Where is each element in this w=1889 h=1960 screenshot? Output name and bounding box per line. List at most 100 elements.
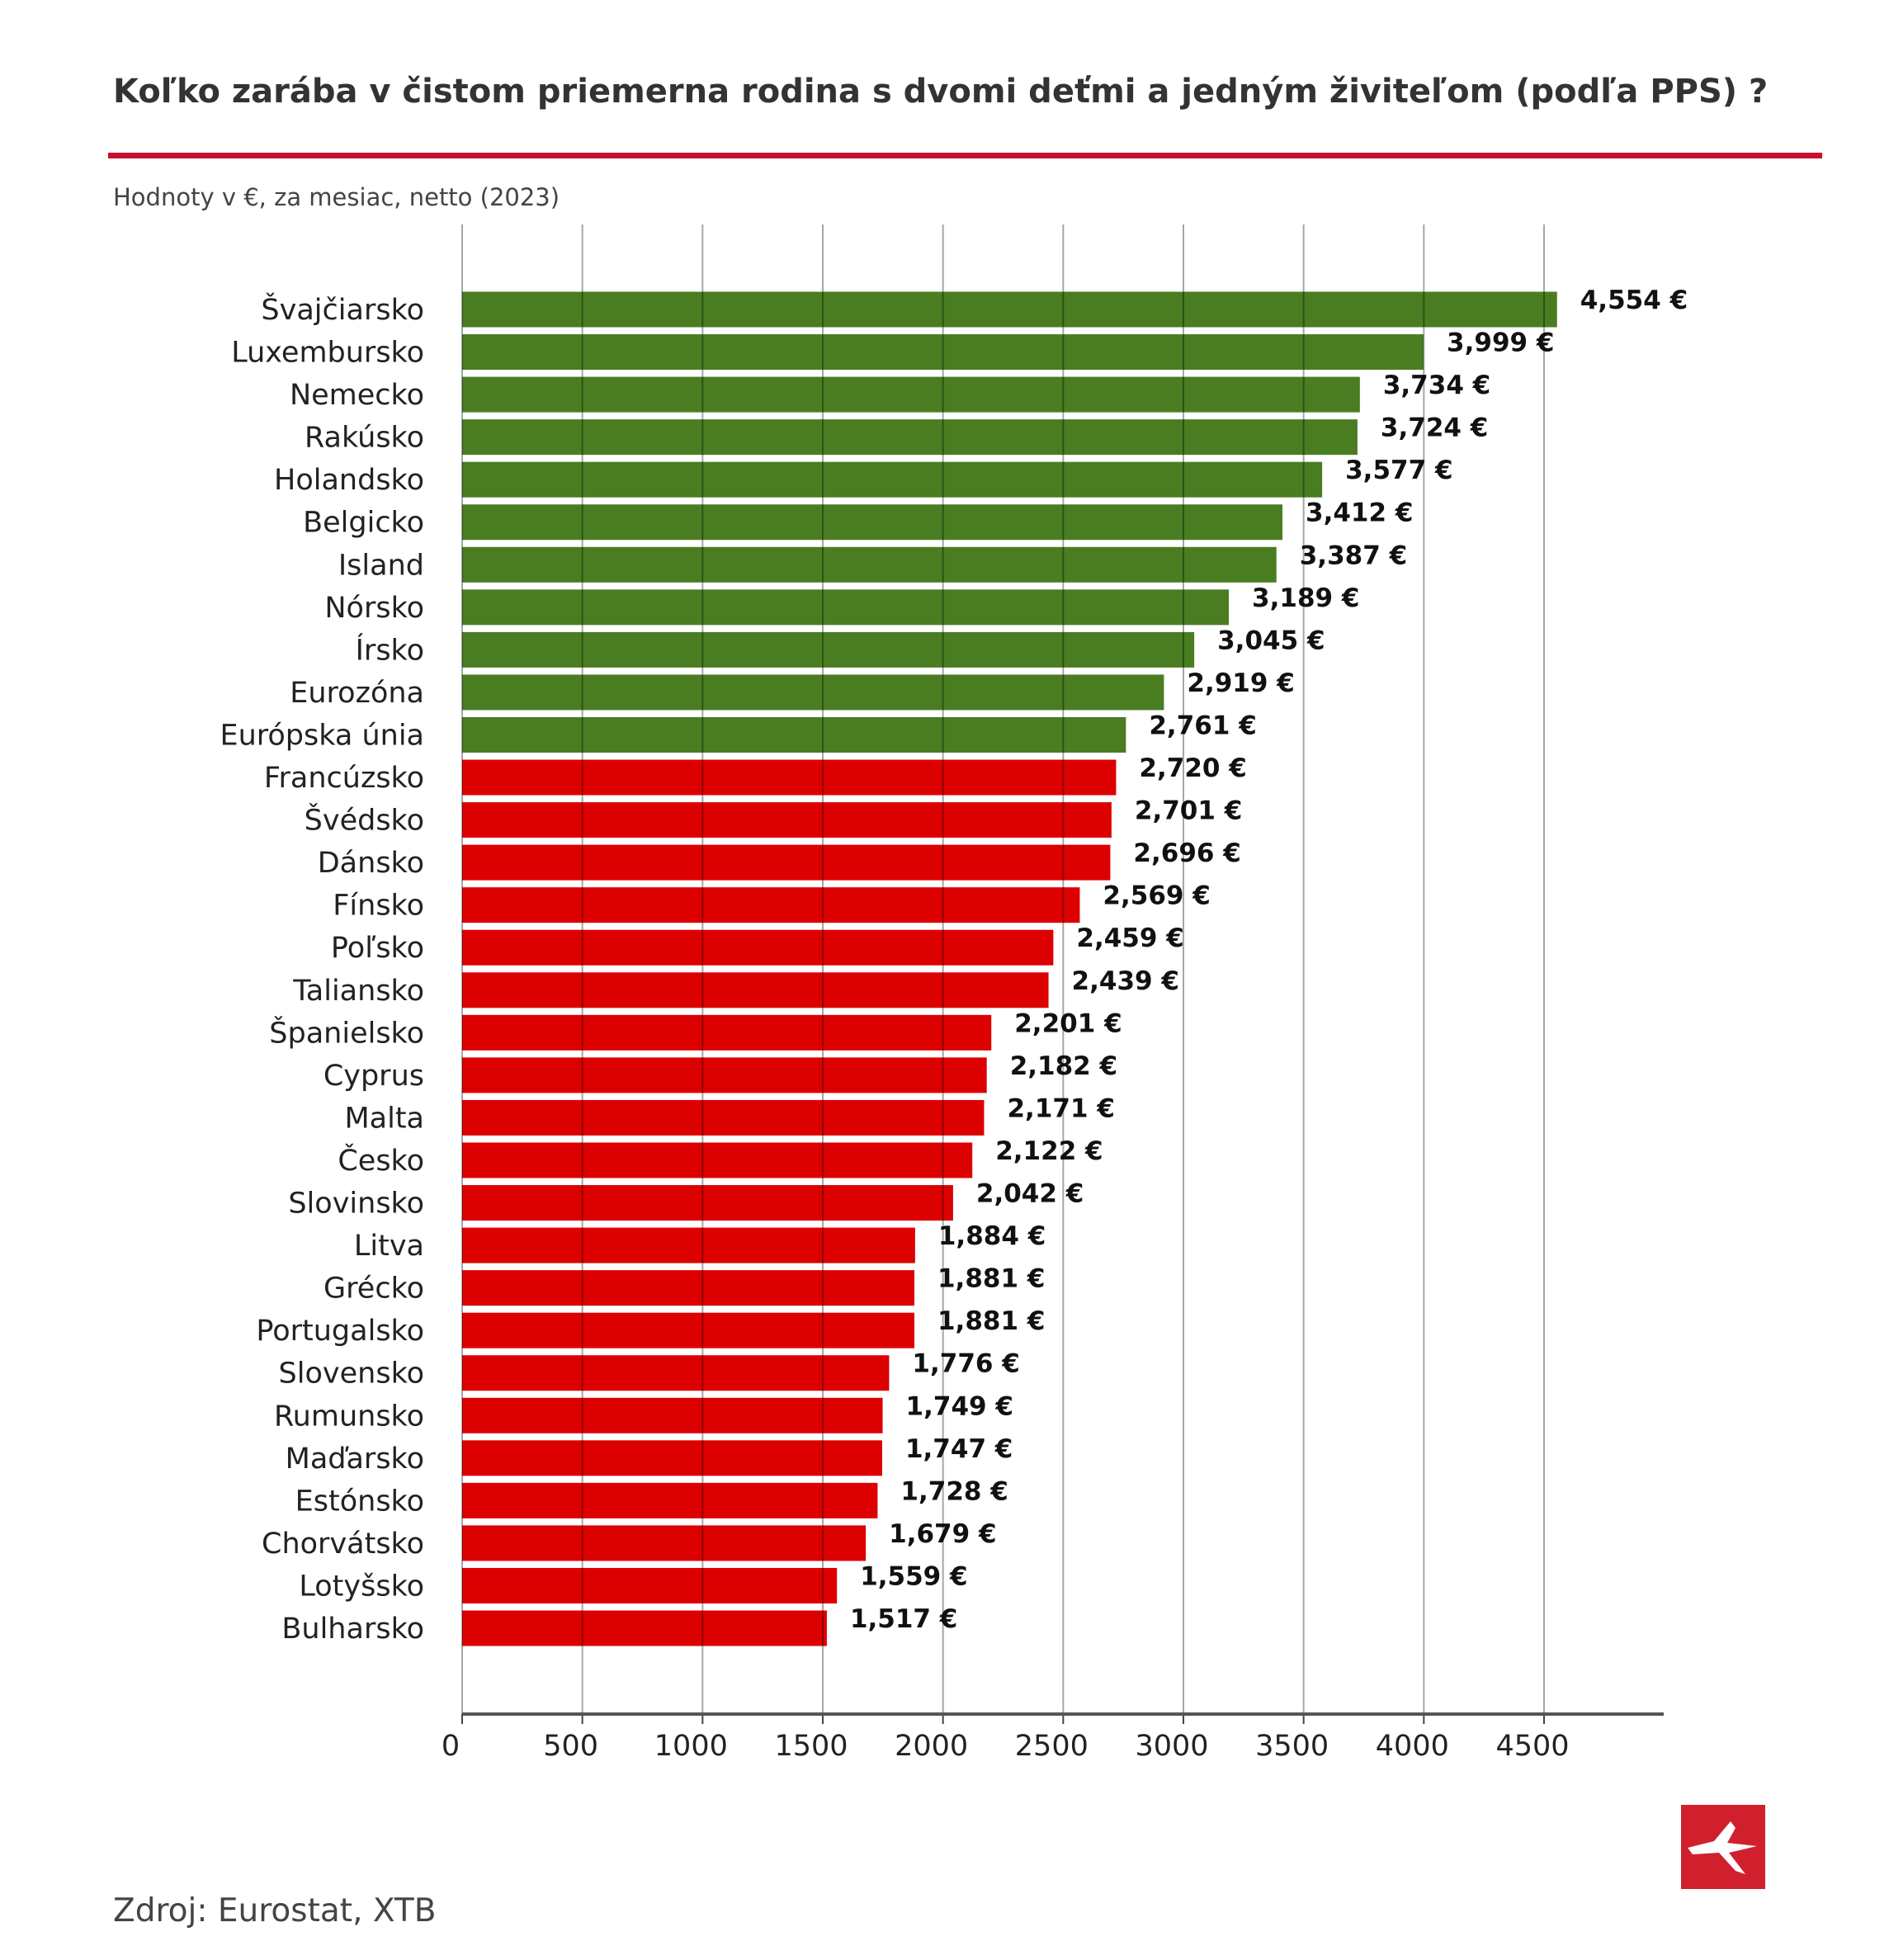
bar <box>462 546 1277 583</box>
bar <box>462 1312 914 1348</box>
value-label: 2,569 € <box>1103 881 1210 911</box>
category-label: Írsko <box>356 632 424 667</box>
bar <box>462 802 1112 838</box>
category-label: Belgicko <box>303 507 424 540</box>
category-label: Nemecko <box>290 379 424 412</box>
value-label: 1,881 € <box>937 1306 1045 1336</box>
value-label: 1,728 € <box>900 1476 1008 1506</box>
x-tick-label: 2500 <box>1015 1730 1089 1763</box>
value-label: 1,749 € <box>906 1391 1013 1421</box>
x-tick-label: 1500 <box>774 1730 848 1763</box>
value-label: 2,919 € <box>1187 668 1294 698</box>
value-label: 2,122 € <box>995 1136 1103 1166</box>
value-label: 1,776 € <box>912 1349 1019 1379</box>
value-label: 3,724 € <box>1381 413 1488 443</box>
value-label: 2,182 € <box>1010 1051 1117 1081</box>
value-label: 1,517 € <box>850 1604 957 1634</box>
category-label: Švajčiarsko <box>261 292 424 327</box>
category-label: Nórsko <box>324 592 424 625</box>
xtb-logo <box>1681 1805 1765 1889</box>
x-tick-label: 3500 <box>1255 1730 1329 1763</box>
bar <box>462 1355 890 1391</box>
title-divider <box>108 153 1822 158</box>
bar <box>462 1482 878 1518</box>
category-label: Bulharsko <box>281 1613 424 1646</box>
value-label: 3,412 € <box>1306 498 1413 528</box>
bar <box>462 1057 987 1093</box>
category-label: Taliansko <box>292 975 424 1008</box>
category-label: Rakúsko <box>305 422 424 455</box>
x-tick-label: 2000 <box>895 1730 968 1763</box>
value-label: 1,747 € <box>905 1434 1013 1464</box>
bar <box>462 972 1049 1008</box>
bar <box>462 1227 915 1263</box>
category-label: Portugalsko <box>256 1315 424 1348</box>
value-label: 2,042 € <box>976 1179 1084 1209</box>
bar <box>462 887 1080 923</box>
value-label: 3,045 € <box>1217 626 1325 655</box>
value-label: 3,999 € <box>1447 328 1554 358</box>
bar <box>462 1099 985 1136</box>
value-label: 2,761 € <box>1149 711 1256 740</box>
value-label: 3,189 € <box>1252 583 1359 613</box>
bar <box>462 1567 838 1603</box>
category-label: Francúzsko <box>264 762 424 795</box>
category-label: Dánsko <box>318 847 424 880</box>
x-tick-label: 1000 <box>654 1730 728 1763</box>
bar <box>462 1397 883 1433</box>
category-label: Fínsko <box>333 890 424 923</box>
bar <box>462 589 1230 626</box>
category-label: Cyprus <box>323 1060 424 1093</box>
category-label: Litva <box>354 1230 424 1263</box>
x-tick-label: 0 <box>442 1730 460 1763</box>
value-label: 2,696 € <box>1133 838 1240 868</box>
bar <box>462 1440 882 1476</box>
xtb-logo-icon <box>1688 1821 1757 1874</box>
bar <box>462 1185 953 1221</box>
x-tick-label: 3000 <box>1135 1730 1208 1763</box>
category-label: Česko <box>338 1143 424 1178</box>
bar <box>462 1525 867 1561</box>
category-label: Slovensko <box>279 1358 424 1391</box>
value-label: 1,881 € <box>937 1264 1045 1294</box>
value-label: 1,559 € <box>860 1561 967 1591</box>
bar <box>462 419 1358 456</box>
bar <box>462 929 1054 966</box>
value-label: 3,577 € <box>1345 456 1452 485</box>
bar <box>462 376 1360 413</box>
bar <box>462 334 1424 371</box>
bar <box>462 844 1111 881</box>
category-label: Chorvátsko <box>262 1528 424 1561</box>
value-label: 2,439 € <box>1072 966 1179 996</box>
value-label: 2,201 € <box>1014 1008 1122 1038</box>
value-label: 3,734 € <box>1383 371 1490 400</box>
value-label: 1,884 € <box>938 1221 1046 1251</box>
value-label: 2,720 € <box>1139 753 1246 783</box>
bar <box>462 461 1323 498</box>
category-label: Maďarsko <box>286 1443 424 1476</box>
bar <box>462 1270 914 1306</box>
source-note: Zdroj: Eurostat, XTB <box>113 1892 437 1929</box>
bar <box>462 759 1117 796</box>
category-label: Eurozóna <box>290 677 424 710</box>
value-label: 4,554 € <box>1580 286 1688 315</box>
bar <box>462 291 1557 328</box>
category-label: Európska únia <box>220 719 424 752</box>
value-label: 2,459 € <box>1076 923 1183 953</box>
value-label: 2,701 € <box>1135 796 1242 826</box>
bar <box>462 716 1126 753</box>
category-label: Island <box>338 549 424 582</box>
bar <box>462 674 1164 711</box>
chart-title: Koľko zarába v čistom priemerna rodina s… <box>113 73 1769 111</box>
category-label: Švédsko <box>305 803 424 838</box>
category-label: Španielsko <box>269 1015 424 1050</box>
bar <box>462 1142 973 1178</box>
x-tick-label: 500 <box>543 1730 598 1763</box>
category-label: Grécko <box>323 1273 424 1306</box>
chart-subtitle: Hodnoty v €, za mesiac, netto (2023) <box>113 183 560 211</box>
value-label: 3,387 € <box>1300 541 1407 570</box>
category-label: Poľsko <box>331 932 424 965</box>
category-label: Holandsko <box>274 464 424 497</box>
category-label: Malta <box>344 1102 424 1135</box>
